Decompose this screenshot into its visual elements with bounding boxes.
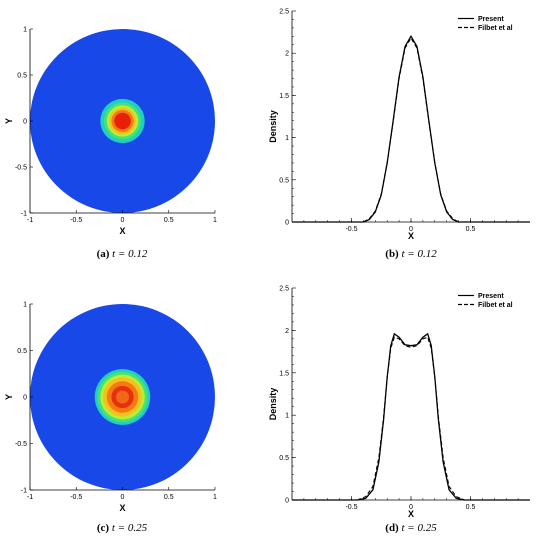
- panel-caption: (b) t = 0.12: [385, 248, 437, 260]
- legend-label: Filbet et al: [478, 302, 513, 309]
- panel-caption: (c) t = 0.25: [97, 522, 148, 534]
- caption-math: t = 0.12: [401, 248, 437, 260]
- contour-level-5: [114, 112, 131, 130]
- x-tick-label: 0.5: [466, 504, 476, 511]
- x-tick-label: 0: [409, 226, 413, 233]
- y-tick-label: 0: [23, 395, 27, 402]
- y-tick-label: -1: [21, 488, 27, 495]
- panel-caption: (d) t = 0.25: [385, 522, 437, 534]
- y-tick-label: 2.5: [279, 9, 289, 16]
- caption-math: t = 0.12: [112, 248, 148, 260]
- y-tick-label: 1.5: [279, 370, 289, 377]
- x-tick-label: 0: [121, 217, 125, 224]
- x-tick-label: 0: [121, 494, 125, 501]
- y-tick-label: 1.5: [279, 93, 289, 100]
- y-tick-label: 1: [285, 413, 289, 420]
- series-line-filbet: [292, 336, 530, 501]
- y-tick-label: -0.5: [15, 441, 27, 448]
- y-axis-label: Density: [268, 388, 278, 421]
- y-axis-label: Density: [268, 110, 278, 143]
- x-axis-label: X: [119, 503, 125, 513]
- panel-d: -0.5 0 0.5 0 0.5 1 1.5 2 2.5 X Density Present Filbe…: [268, 286, 530, 534]
- x-tick-label: -0.5: [70, 494, 82, 501]
- caption-tag: (d): [385, 522, 401, 534]
- x-tick-label: 0: [409, 504, 413, 511]
- y-tick-label: -0.5: [15, 165, 27, 172]
- caption-tag: (c): [97, 522, 112, 534]
- y-tick-label: 0.5: [279, 177, 289, 184]
- y-tick-label: -1: [21, 211, 27, 218]
- x-tick-label: -1: [27, 217, 33, 224]
- y-axis-label: Y: [4, 394, 14, 400]
- y-tick-label: 0: [23, 119, 27, 126]
- panel-a: -1 -0.5 0 0.5 1 -1 -0.5 0 0.5 1 X Y (a) t = 0.12: [4, 27, 217, 261]
- caption-math: t = 0.25: [401, 522, 437, 534]
- legend-label: Filbet et al: [478, 25, 513, 32]
- y-tick-label: 2.5: [279, 286, 289, 293]
- panel-c: -1 -0.5 0 0.5 1 -1 -0.5 0 0.5 1 X Y (c) t = 0.25: [4, 302, 217, 535]
- y-tick-label: 0: [285, 220, 289, 227]
- y-tick-label: 2: [285, 328, 289, 335]
- y-tick-label: 1: [285, 135, 289, 142]
- caption-tag: (b): [385, 248, 401, 260]
- caption-math: t = 0.25: [112, 522, 148, 534]
- legend-label: Present: [478, 16, 504, 23]
- caption-tag: (a): [97, 248, 113, 260]
- panel-caption: (a) t = 0.12: [97, 248, 148, 260]
- y-tick-label: 2: [285, 51, 289, 58]
- legend-label: Present: [478, 293, 504, 300]
- series-line-present: [292, 35, 530, 223]
- y-tick-label: 1: [23, 302, 27, 309]
- series-line-filbet: [292, 36, 530, 223]
- y-tick-label: 0: [285, 498, 289, 505]
- x-axis-label: X: [408, 231, 414, 241]
- x-tick-label: -1: [27, 494, 33, 501]
- x-tick-label: -0.5: [345, 504, 357, 511]
- series-line-present: [292, 332, 530, 501]
- panel-b: -0.5 0 0.5 0 0.5 1 1.5 2 2.5 X Density Present Filbe…: [268, 9, 530, 260]
- x-tick-label: 0.5: [466, 226, 476, 233]
- y-tick-label: 0.5: [279, 455, 289, 462]
- x-tick-label: 1: [213, 217, 217, 224]
- y-tick-label: 0.5: [17, 348, 27, 355]
- contour-level-6: [116, 390, 129, 404]
- x-tick-label: 0.5: [164, 494, 174, 501]
- y-tick-label: 0.5: [17, 73, 27, 80]
- x-tick-label: -0.5: [70, 217, 82, 224]
- y-tick-label: 1: [23, 27, 27, 34]
- x-tick-label: -0.5: [345, 226, 357, 233]
- x-tick-label: 0.5: [164, 217, 174, 224]
- x-tick-label: 1: [213, 494, 217, 501]
- y-axis-label: Y: [4, 118, 14, 124]
- x-axis-label: X: [408, 509, 414, 519]
- x-axis-label: X: [119, 226, 125, 236]
